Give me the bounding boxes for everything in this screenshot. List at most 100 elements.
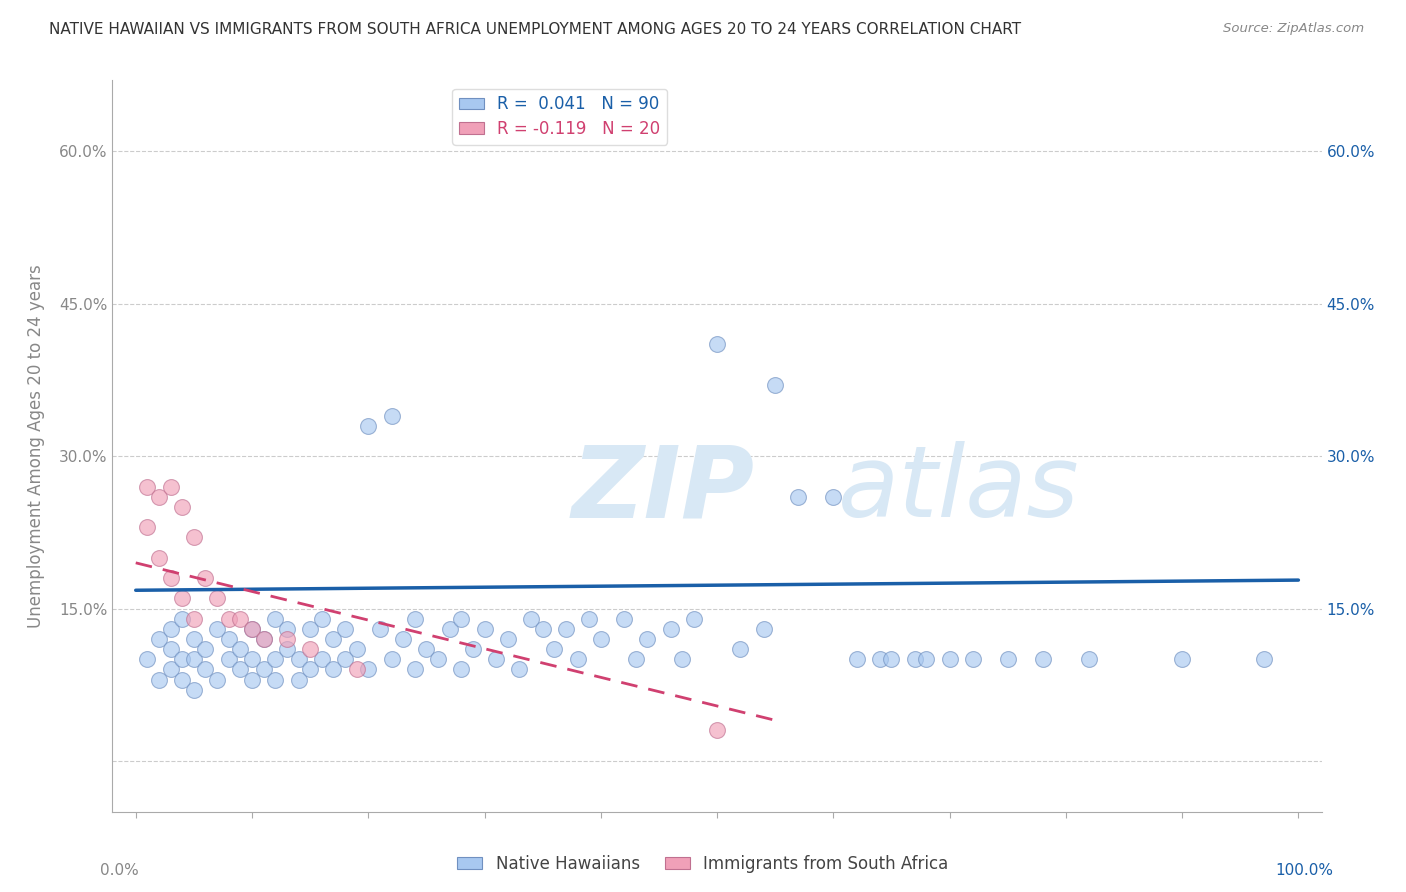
Text: Source: ZipAtlas.com: Source: ZipAtlas.com [1223,22,1364,36]
Text: ZIP: ZIP [572,442,755,539]
Point [183,652,205,666]
Point [938,652,960,666]
Point [474,622,496,636]
Point [183,632,205,646]
Point [229,612,252,626]
Point [671,652,693,666]
Point [380,409,402,423]
Point [218,612,240,626]
Text: atlas: atlas [838,442,1080,539]
Point [264,673,287,687]
Point [159,571,181,585]
Point [148,673,170,687]
Point [183,682,205,697]
Point [172,612,194,626]
Point [508,663,530,677]
Point [299,642,322,657]
Point [845,652,868,666]
Legend: Native Hawaiians, Immigrants from South Africa: Native Hawaiians, Immigrants from South … [451,848,955,880]
Point [368,622,391,636]
Point [183,612,205,626]
Point [346,663,368,677]
Point [404,663,426,677]
Text: 0.0%: 0.0% [100,863,139,878]
Text: 100.0%: 100.0% [1275,863,1334,878]
Point [172,591,194,606]
Point [148,490,170,504]
Point [1171,652,1194,666]
Point [194,642,217,657]
Point [450,612,472,626]
Point [659,622,682,636]
Point [427,652,450,666]
Point [205,591,228,606]
Y-axis label: Unemployment Among Ages 20 to 24 years: Unemployment Among Ages 20 to 24 years [27,264,45,628]
Point [869,652,891,666]
Point [183,530,205,544]
Point [706,723,728,738]
Point [276,622,298,636]
Point [730,642,752,657]
Point [311,652,333,666]
Point [904,652,927,666]
Point [346,642,368,657]
Point [1078,652,1101,666]
Point [252,632,274,646]
Point [404,612,426,626]
Point [287,652,309,666]
Point [240,622,263,636]
Point [159,663,181,677]
Point [252,663,274,677]
Point [357,418,380,433]
Point [148,632,170,646]
Legend: R =  0.041   N = 90, R = -0.119   N = 20: R = 0.041 N = 90, R = -0.119 N = 20 [453,88,668,145]
Point [159,642,181,657]
Point [194,663,217,677]
Point [880,652,903,666]
Point [276,642,298,657]
Point [172,673,194,687]
Point [322,663,344,677]
Point [240,673,263,687]
Point [554,622,576,636]
Point [299,663,322,677]
Point [589,632,612,646]
Point [787,490,810,504]
Point [252,632,274,646]
Point [439,622,461,636]
Point [194,571,217,585]
Point [136,520,159,534]
Point [240,622,263,636]
Point [264,652,287,666]
Point [706,337,728,351]
Point [136,480,159,494]
Point [172,652,194,666]
Point [915,652,938,666]
Point [333,652,356,666]
Point [962,652,984,666]
Point [136,652,159,666]
Point [159,480,181,494]
Point [276,632,298,646]
Point [240,652,263,666]
Point [264,612,287,626]
Point [485,652,508,666]
Point [567,652,589,666]
Text: NATIVE HAWAIIAN VS IMMIGRANTS FROM SOUTH AFRICA UNEMPLOYMENT AMONG AGES 20 TO 24: NATIVE HAWAIIAN VS IMMIGRANTS FROM SOUTH… [49,22,1021,37]
Point [450,663,472,677]
Point [624,652,647,666]
Point [531,622,554,636]
Point [392,632,415,646]
Point [1253,652,1275,666]
Point [159,622,181,636]
Point [543,642,565,657]
Point [205,622,228,636]
Point [520,612,543,626]
Point [311,612,333,626]
Point [682,612,704,626]
Point [205,673,228,687]
Point [1032,652,1054,666]
Point [148,550,170,565]
Point [763,378,786,392]
Point [357,663,380,677]
